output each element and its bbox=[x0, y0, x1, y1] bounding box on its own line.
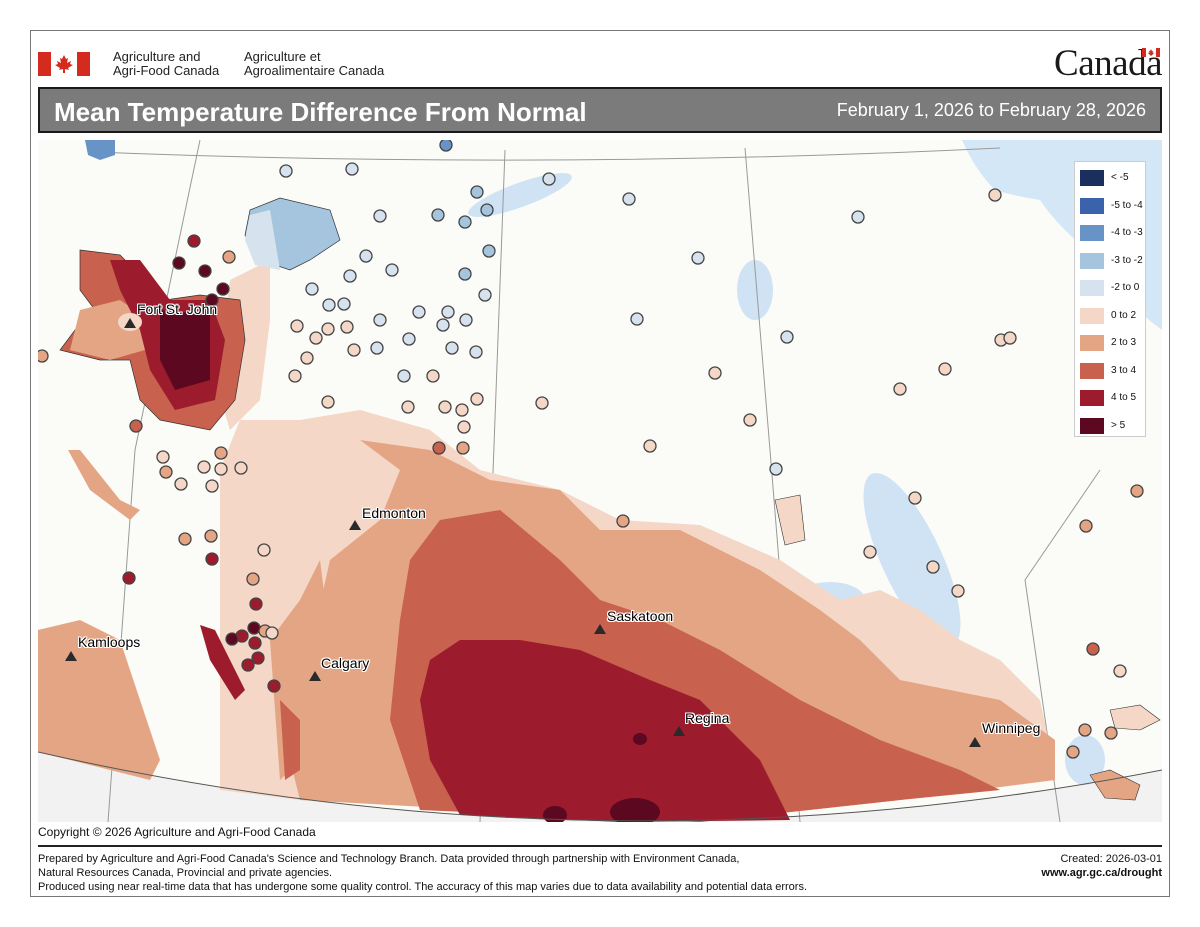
date-range: February 1, 2026 to February 28, 2026 bbox=[836, 100, 1146, 120]
footer-credits: Prepared by Agriculture and Agri-Food Ca… bbox=[38, 852, 807, 894]
department-name-fr: Agriculture et Agroalimentaire Canada bbox=[244, 50, 384, 78]
city-marker-icon bbox=[349, 520, 361, 530]
dept-en-line2: Agri-Food Canada bbox=[113, 63, 220, 78]
legend-swatch bbox=[1080, 280, 1104, 296]
dept-en-line1: Agriculture and bbox=[113, 49, 201, 64]
station-dots bbox=[38, 140, 1144, 759]
dept-fr-line1: Agriculture et bbox=[244, 49, 321, 64]
canada-flag-icon bbox=[38, 52, 90, 76]
city-marker-icon bbox=[969, 737, 981, 747]
footer-line-1: Prepared by Agriculture and Agri-Food Ca… bbox=[38, 853, 740, 865]
legend-swatch bbox=[1080, 307, 1104, 324]
footer-divider bbox=[38, 845, 1162, 847]
legend-swatch bbox=[1080, 417, 1104, 434]
legend-item: 2 to 3 bbox=[1080, 335, 1145, 363]
legend: < -5 -5 to -4 -4 to -3 -3 to -2 -2 to 0 … bbox=[1074, 161, 1146, 437]
wordmark-flag-icon bbox=[1142, 48, 1160, 57]
created-date: Created: 2026-03-01 bbox=[1060, 853, 1162, 865]
us-region bbox=[38, 752, 1162, 822]
legend-item: -4 to -3 bbox=[1080, 225, 1145, 253]
legend-label: > 5 bbox=[1111, 419, 1126, 431]
legend-swatch bbox=[1080, 197, 1104, 214]
legend-label: 0 to 2 bbox=[1111, 309, 1137, 321]
legend-swatch bbox=[1080, 225, 1104, 241]
dept-fr-line2: Agroalimentaire Canada bbox=[244, 63, 385, 78]
title-bar: Mean Temperature Difference From Normal … bbox=[38, 87, 1162, 133]
legend-label: < -5 bbox=[1111, 172, 1129, 183]
legend-item: < -5 bbox=[1080, 170, 1145, 198]
legend-item: -5 to -4 bbox=[1080, 197, 1145, 226]
city-marker-icon bbox=[594, 624, 606, 634]
city-marker-icon bbox=[309, 671, 321, 681]
legend-swatch bbox=[1080, 335, 1104, 351]
legend-swatch bbox=[1080, 362, 1104, 379]
legend-label: -3 to -2 bbox=[1111, 254, 1143, 266]
city-marker-icon bbox=[65, 651, 77, 661]
legend-label: -4 to -3 bbox=[1111, 227, 1143, 238]
legend-swatch bbox=[1080, 170, 1104, 186]
city-label: Winnipeg bbox=[982, 720, 1041, 736]
legend-item: 4 to 5 bbox=[1080, 390, 1145, 418]
legend-label: 2 to 3 bbox=[1111, 337, 1137, 348]
legend-label: -5 to -4 bbox=[1111, 199, 1143, 211]
legend-item: 3 to 4 bbox=[1080, 362, 1145, 391]
footer-meta: Created: 2026-03-01 www.agr.gc.ca/drough… bbox=[1041, 852, 1162, 880]
city-marker-icon bbox=[673, 726, 685, 736]
footer-line-2: Natural Resources Canada, Provincial and… bbox=[38, 867, 333, 879]
department-name-en: Agriculture and Agri-Food Canada bbox=[113, 50, 219, 78]
city-label: Edmonton bbox=[362, 505, 426, 521]
legend-label: -2 to 0 bbox=[1111, 282, 1140, 293]
city-label: Saskatoon bbox=[607, 608, 674, 624]
legend-swatch bbox=[1080, 252, 1104, 269]
copyright: Copyright © 2026 Agriculture and Agri-Fo… bbox=[38, 825, 316, 839]
city-marker-icon bbox=[124, 318, 136, 328]
legend-label: 3 to 4 bbox=[1111, 364, 1137, 376]
legend-item: 0 to 2 bbox=[1080, 307, 1145, 336]
legend-item: -2 to 0 bbox=[1080, 280, 1145, 308]
city-label: Regina bbox=[685, 710, 730, 726]
city-label: Kamloops bbox=[78, 634, 141, 650]
city-label: Calgary bbox=[321, 655, 370, 671]
legend-item: > 5 bbox=[1080, 417, 1145, 446]
legend-item: -3 to -2 bbox=[1080, 252, 1145, 281]
city-label: Fort St. John bbox=[137, 301, 218, 317]
drought-url-link[interactable]: www.agr.gc.ca/drought bbox=[1041, 867, 1162, 879]
legend-swatch bbox=[1080, 390, 1104, 406]
footer-line-3: Produced using near real-time data that … bbox=[38, 881, 808, 893]
map-title: Mean Temperature Difference From Normal bbox=[54, 97, 587, 127]
legend-label: 4 to 5 bbox=[1111, 392, 1137, 403]
